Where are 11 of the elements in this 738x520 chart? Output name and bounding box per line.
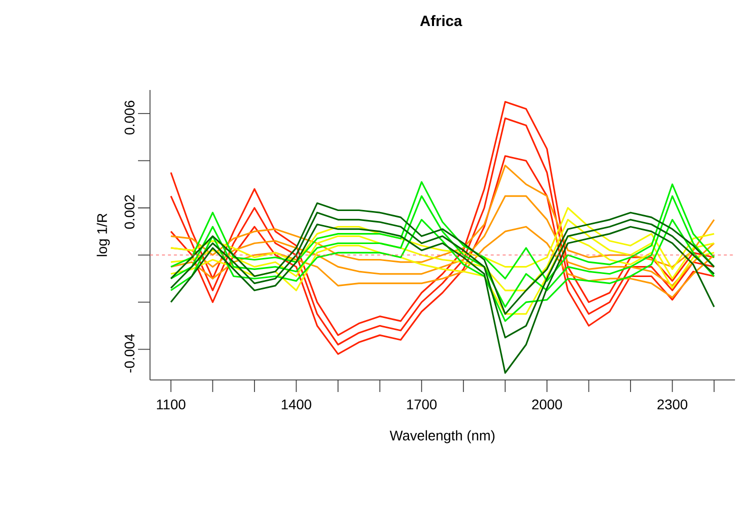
y-axis-title: log 1/R — [96, 214, 110, 256]
x-tick-label: 2300 — [658, 399, 688, 410]
x-axis-title: Wavelength (nm) — [390, 430, 494, 444]
x-tick-label: 1700 — [407, 399, 437, 410]
chart-title: Africa — [420, 15, 462, 26]
x-tick-label: 1100 — [156, 399, 186, 410]
x-tick-label: 1400 — [282, 399, 312, 410]
x-tick-label: 2000 — [532, 399, 562, 410]
y-tick-label: -0.004 — [124, 334, 134, 372]
y-tick-label: 0.002 — [124, 195, 134, 229]
y-tick-label: 0.006 — [124, 100, 134, 134]
